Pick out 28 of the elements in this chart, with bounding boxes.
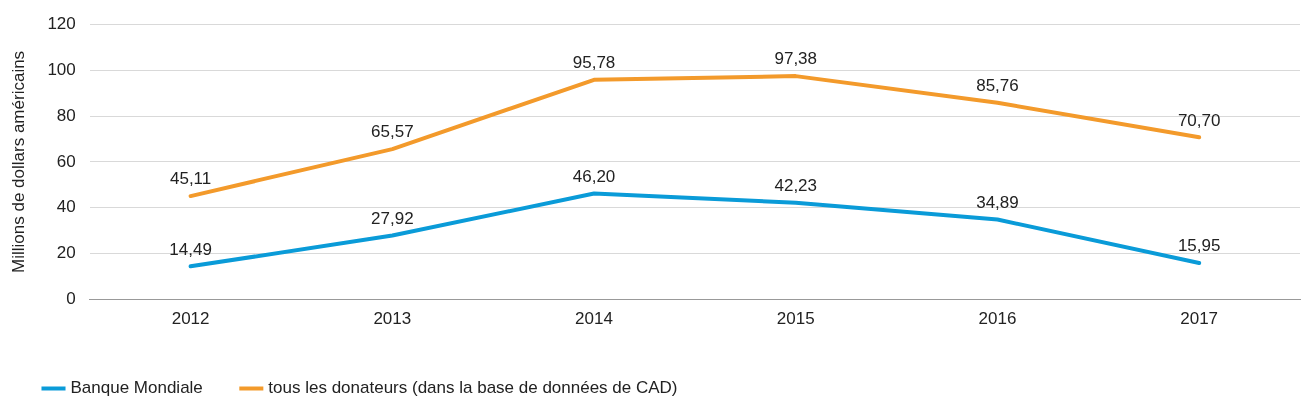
y-tick-label: 80 (56, 105, 76, 125)
legend-label: Banque Mondiale (70, 378, 203, 398)
legend-label: tous les donateurs (dans la base de données de CAD) (268, 378, 678, 398)
data-label: 27,92 (371, 208, 414, 228)
x-tick-label: 2017 (1180, 309, 1219, 329)
y-tick-label: 20 (56, 243, 76, 263)
data-label: 14,49 (169, 239, 212, 259)
data-label: 70,70 (1177, 110, 1221, 130)
x-tick-label: 2014 (575, 309, 613, 329)
data-label: 85,76 (976, 75, 1019, 95)
x-tick-label: 2013 (373, 309, 412, 329)
y-tick-label: 0 (66, 289, 76, 309)
data-label: 46,20 (572, 166, 616, 186)
data-label: 42,23 (774, 175, 818, 195)
y-tick-label: 60 (56, 151, 76, 171)
data-label: 45,11 (169, 169, 212, 189)
x-tick-label: 2015 (776, 309, 815, 329)
data-label: 97,38 (774, 49, 818, 69)
data-label: 65,57 (371, 122, 414, 142)
y-tick-label: 40 (56, 197, 76, 217)
y-tick-label: 120 (47, 13, 76, 33)
x-tick-label: 2012 (171, 309, 210, 329)
data-label: 34,89 (976, 192, 1019, 212)
y-axis-title: Millions de dollars américains (8, 50, 28, 273)
data-label: 15,95 (1177, 236, 1221, 256)
x-tick-label: 2016 (978, 309, 1017, 329)
y-tick-label: 100 (47, 59, 76, 79)
data-label: 95,78 (572, 52, 616, 72)
